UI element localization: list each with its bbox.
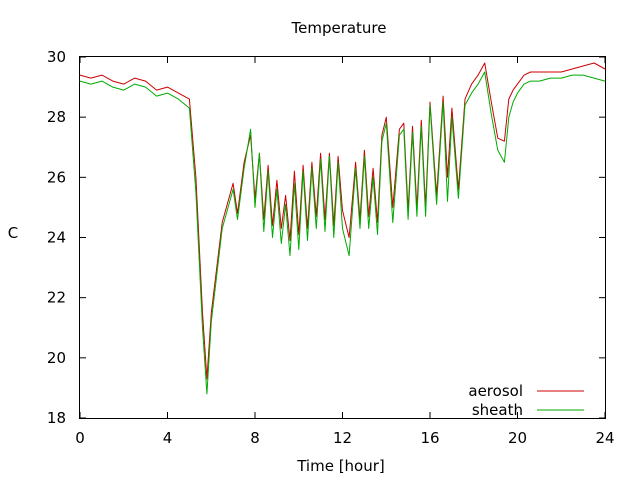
y-tick-labels: 18 20 22 24 26 28 30 — [47, 48, 66, 427]
x-tick-label: 4 — [163, 429, 173, 447]
x-tick-label: 12 — [333, 429, 352, 447]
series-line-sheath — [79, 71, 606, 395]
y-tick-label: 28 — [47, 108, 66, 126]
series-line-aerosol — [79, 62, 606, 380]
y-tick-label: 24 — [47, 229, 66, 247]
legend-label-sheath: sheath — [472, 401, 523, 419]
chart-title: Temperature — [290, 19, 386, 37]
legend-label-aerosol: aerosol — [468, 382, 523, 400]
x-tick-labels: 0 4 8 12 16 20 24 — [75, 429, 614, 447]
y-tick-label: 26 — [47, 168, 66, 186]
y-tick-label: 22 — [47, 289, 66, 307]
plot-frame — [79, 56, 606, 419]
x-axis-label: Time [hour] — [296, 457, 385, 475]
y-tick-label: 18 — [47, 409, 66, 427]
x-tick-label: 0 — [75, 429, 85, 447]
x-tick-label: 16 — [420, 429, 439, 447]
y-tick-label: 30 — [47, 48, 66, 66]
series-group — [79, 62, 606, 395]
x-tick-label: 24 — [595, 429, 614, 447]
tick-marks — [79, 56, 606, 419]
x-tick-label: 20 — [508, 429, 527, 447]
x-tick-label: 8 — [250, 429, 260, 447]
y-axis-label: C — [8, 224, 18, 242]
y-tick-label: 20 — [47, 349, 66, 367]
plot-area — [79, 56, 606, 419]
